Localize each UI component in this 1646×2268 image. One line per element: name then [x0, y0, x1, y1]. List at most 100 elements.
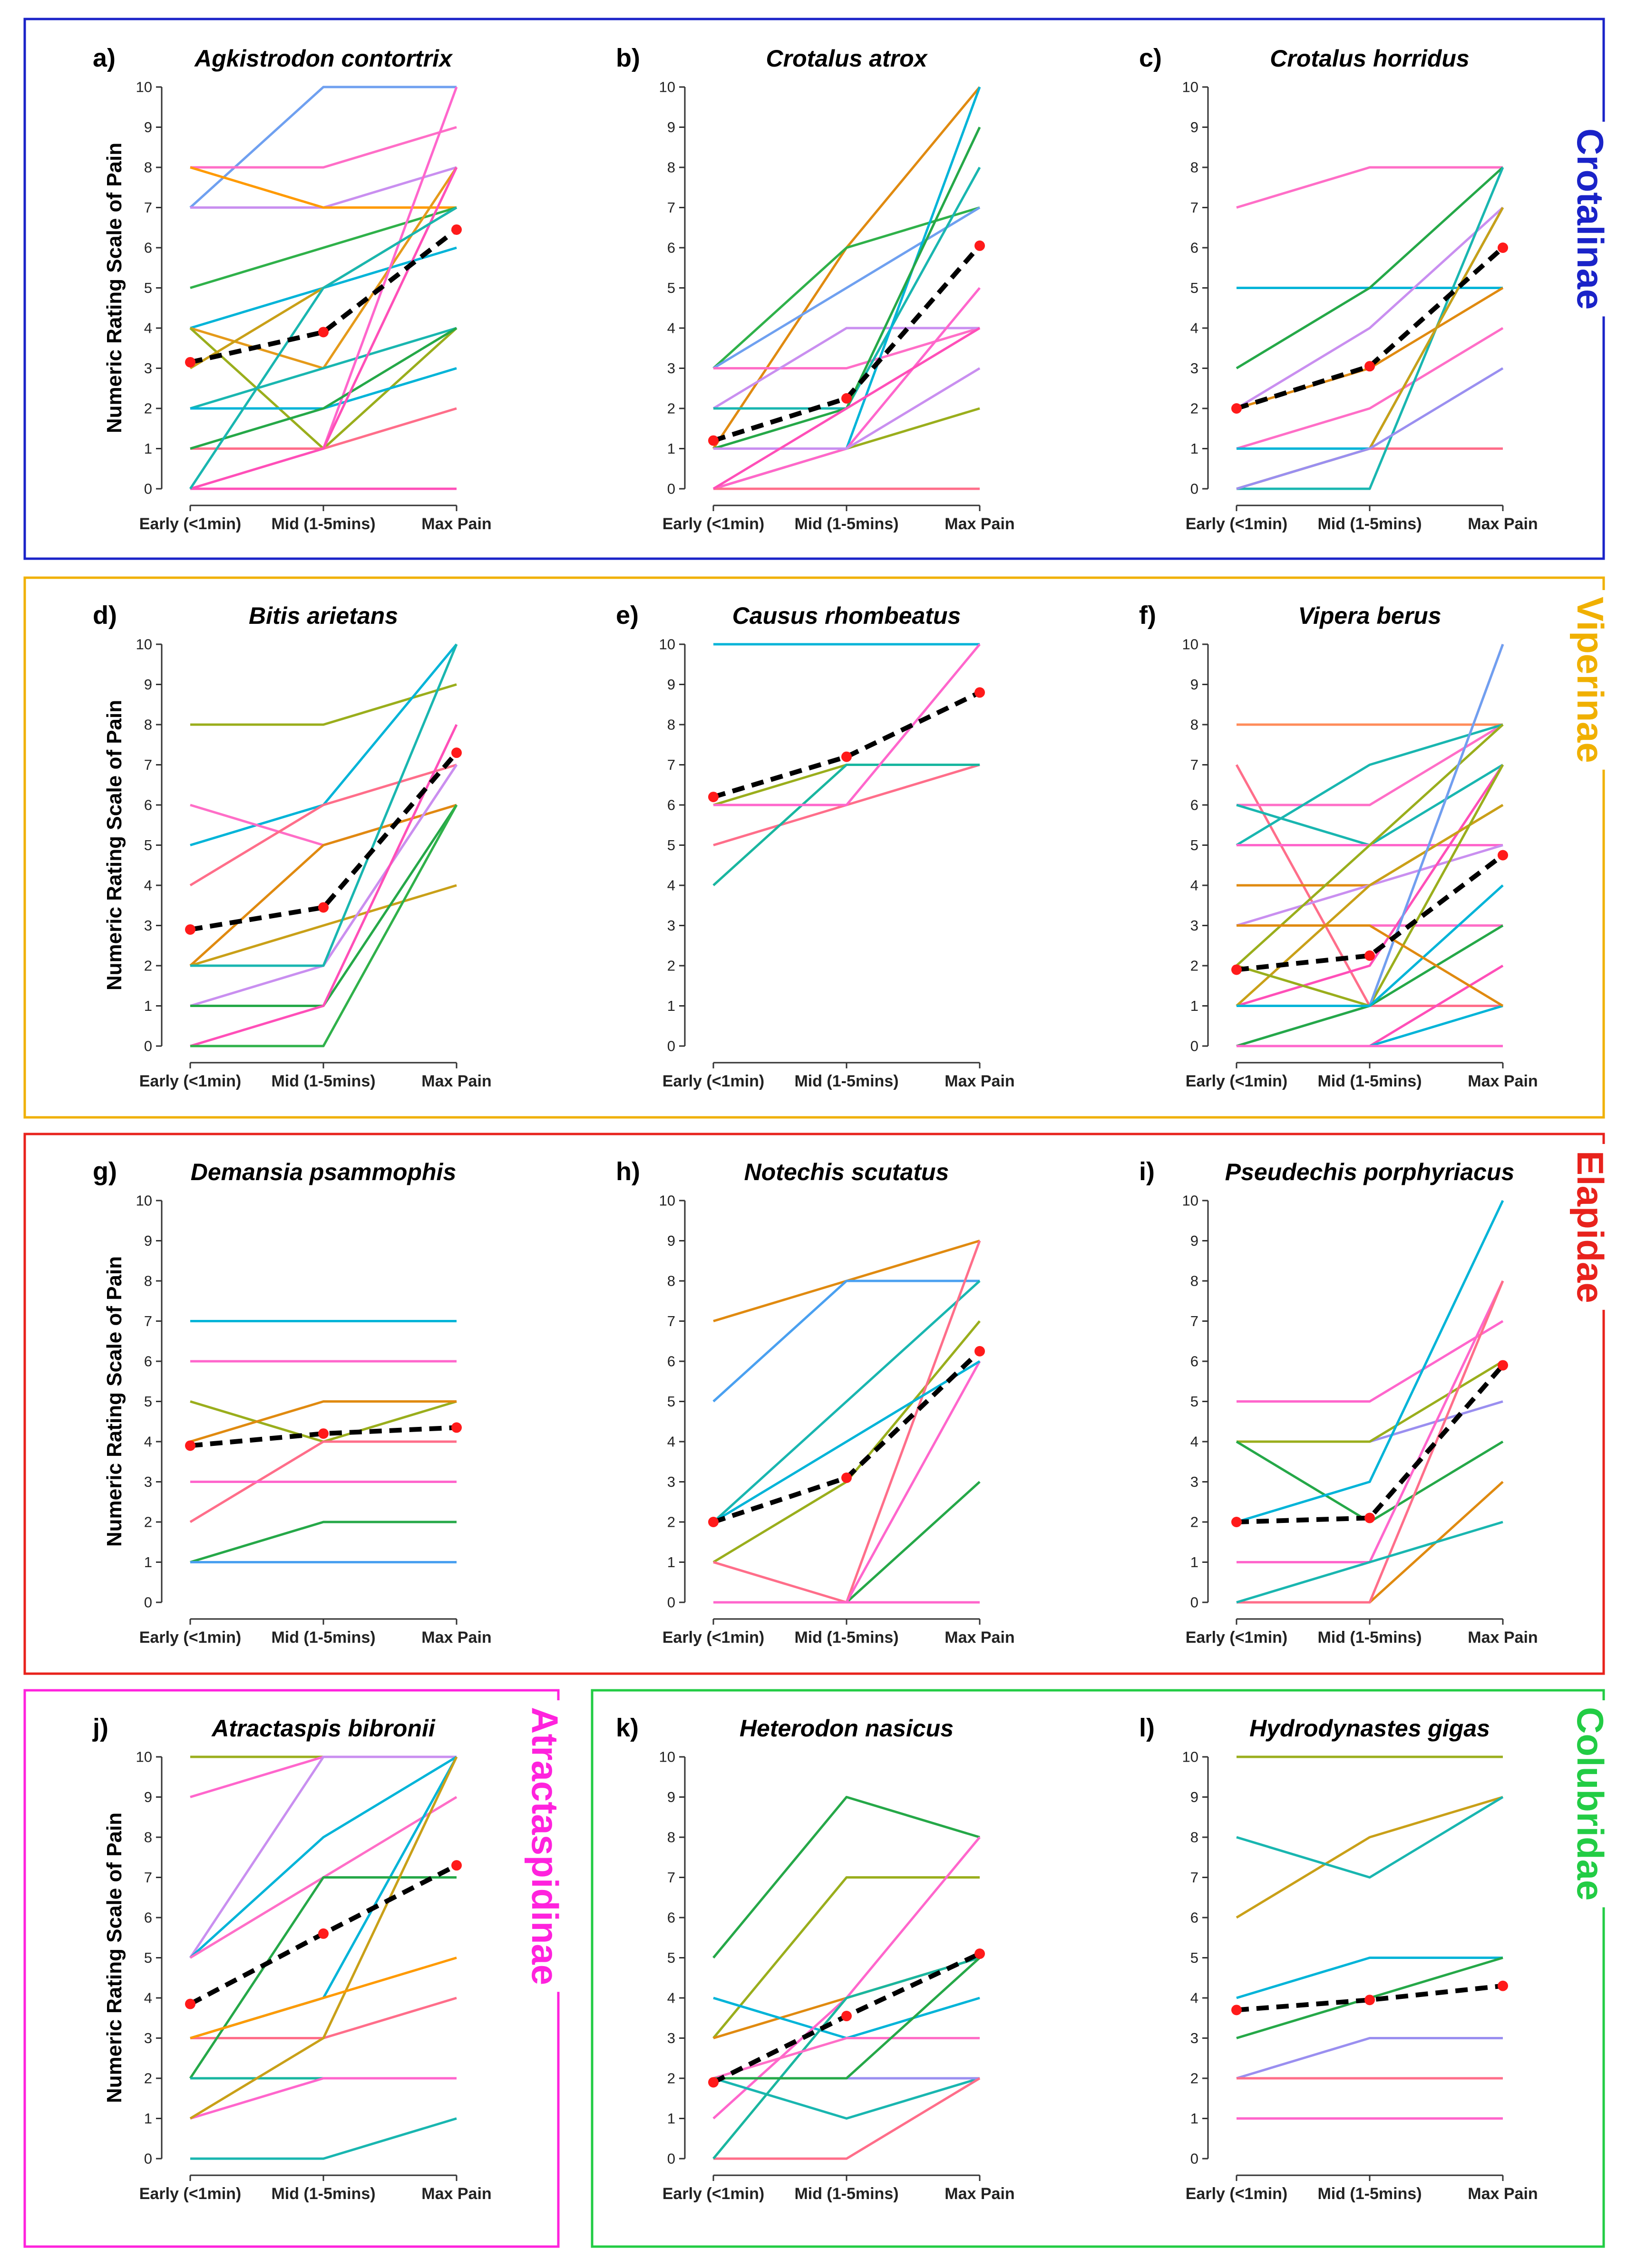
mean-point — [451, 224, 462, 235]
panel-letter: i) — [1139, 1157, 1155, 1186]
series-line — [1236, 166, 1504, 369]
y-tick-label: 0 — [144, 1594, 152, 1611]
mean-point — [841, 751, 852, 762]
panel-notechis-scutatus: h) Notechis scutatus 0 1 2 3 4 5 6 7 8 9 10 Early (<1… — [616, 1157, 1015, 1647]
y-tick-label: 0 — [1190, 1594, 1198, 1611]
y-tick-label: 9 — [144, 119, 152, 136]
series-line — [1236, 206, 1504, 410]
mean-point — [1364, 361, 1375, 372]
frame-viperinae — [23, 576, 1605, 1119]
panel-causus-rhombeatus: e) Causus rhombeatus 0 1 2 3 4 5 6 7 8 9 10 Early (<1… — [616, 601, 1015, 1090]
y-tick-label: 8 — [667, 159, 675, 176]
panel-title: Notechis scutatus — [744, 1159, 949, 1185]
y-tick-label: 8 — [144, 717, 152, 733]
panel-crotalus-horridus: c) Crotalus horridus 0 1 2 3 4 5 6 7 8 9 10 Early (<1… — [1139, 44, 1538, 533]
series-line — [713, 367, 981, 450]
y-tick-label: 0 — [667, 1594, 675, 1611]
panel-atractaspis-bibronii: j) Atractaspis bibronii 0 1 2 3 4 5 6 7 8 9 10 Early … — [92, 1714, 492, 2203]
mean-line — [1236, 853, 1505, 972]
series-line — [712, 327, 981, 490]
y-tick-label: 7 — [144, 1313, 152, 1329]
series-line — [1236, 1521, 1503, 1604]
y-tick-label: 9 — [144, 1789, 152, 1805]
series-line — [713, 1240, 981, 1604]
y-tick-label: 9 — [667, 1232, 675, 1249]
mean-point — [841, 2011, 852, 2022]
y-tick-label: 7 — [667, 1313, 675, 1329]
series-line — [713, 2037, 980, 2080]
panel-title: Atractaspis bibronii — [211, 1715, 436, 1742]
mean-point — [1364, 1995, 1375, 2006]
series-line — [1236, 924, 1504, 1047]
y-tick-label: 5 — [667, 837, 675, 853]
series-line — [190, 724, 458, 1047]
y-tick-label: 5 — [667, 280, 675, 296]
y-tick-label: 3 — [1190, 360, 1198, 377]
y-tick-label: 2 — [1190, 400, 1198, 417]
group-label-bg — [1563, 1144, 1618, 1310]
y-tick-label: 3 — [667, 360, 675, 377]
y-tick-label: 9 — [667, 1789, 675, 1805]
x-tick-label: Mid (1-5mins) — [271, 2185, 375, 2203]
panel-title: Agkistrodon contortrix — [194, 45, 453, 72]
y-tick-label: 8 — [1190, 717, 1198, 733]
y-tick-label: 7 — [667, 1869, 675, 1886]
panel-bitis-arietans: d) Bitis arietans 0 1 2 3 4 5 6 7 8 9 10 Early (<1min… — [93, 601, 492, 1090]
y-tick-label: 2 — [1190, 1514, 1198, 1531]
panel-hydrodynastes-gigas: l) Hydrodynastes gigas 0 1 2 3 4 5 6 7 8 9 10 Early (… — [1139, 1714, 1538, 2203]
y-tick-label: 9 — [667, 676, 675, 693]
y-tick-label: 8 — [144, 1829, 152, 1846]
x-tick-label: Max Pain — [1468, 515, 1538, 533]
x-tick-label: Max Pain — [421, 515, 491, 533]
series-line — [1236, 1957, 1503, 1999]
series-line — [190, 643, 458, 846]
y-tick-label: 1 — [1190, 998, 1198, 1014]
x-tick-label: Early (<1min) — [1186, 2185, 1287, 2203]
y-tick-label: 6 — [667, 1909, 675, 1926]
series-line — [190, 1400, 457, 1443]
y-tick-label: 9 — [1190, 676, 1198, 693]
y-tick-label: 0 — [667, 1038, 675, 1055]
series-line — [189, 1755, 457, 1958]
mean-point — [1231, 403, 1242, 414]
panel-title: Crotalus horridus — [1270, 45, 1469, 72]
y-tick-label: 7 — [144, 1869, 152, 1886]
y-tick-label: 5 — [1190, 837, 1198, 853]
series-line — [190, 166, 457, 209]
y-tick-label: 10 — [1182, 79, 1198, 96]
y-tick-label: 8 — [1190, 1273, 1198, 1289]
mean-point — [451, 747, 462, 758]
y-tick-label: 1 — [667, 440, 675, 457]
y-tick-label: 1 — [144, 440, 152, 457]
y-tick-label: 7 — [144, 756, 152, 773]
mean-line — [1236, 1364, 1505, 1524]
y-tick-label: 1 — [144, 998, 152, 1014]
y-tick-label: 3 — [1190, 2030, 1198, 2046]
y-tick-label: 6 — [667, 240, 675, 256]
group-frames: Crotalinae Viperinae Elapidae Atractaspidin… — [23, 18, 1618, 2248]
panel-letter: c) — [1139, 44, 1162, 72]
series-line — [189, 206, 458, 490]
y-tick-label: 8 — [667, 717, 675, 733]
y-tick-label: 1 — [1190, 440, 1198, 457]
panel-vipera-berus: f) Vipera berus 0 1 2 3 4 5 6 7 8 9 10 Early (<1min) M… — [1139, 601, 1538, 1090]
series-line — [712, 764, 980, 886]
y-tick-label: 1 — [1190, 2110, 1198, 2127]
series-line — [712, 206, 981, 369]
mean-point — [1231, 964, 1242, 975]
group-label-bg — [1563, 590, 1618, 770]
y-tick-label: 10 — [659, 1749, 675, 1765]
series-line — [712, 1957, 980, 2160]
panel-letter: e) — [616, 601, 639, 630]
series-line — [1237, 167, 1504, 490]
mean-point — [318, 1928, 329, 1939]
y-tick-label: 3 — [1190, 1473, 1198, 1490]
y-tick-label: 5 — [1190, 280, 1198, 296]
y-tick-label: 7 — [667, 756, 675, 773]
y-tick-label: 8 — [1190, 159, 1198, 176]
y-tick-label: 2 — [667, 2070, 675, 2087]
mean-point — [1498, 242, 1508, 253]
x-tick-label: Early (<1min) — [662, 1628, 764, 1647]
y-tick-label: 4 — [144, 320, 152, 337]
y-tick-label: 8 — [1190, 1829, 1198, 1846]
